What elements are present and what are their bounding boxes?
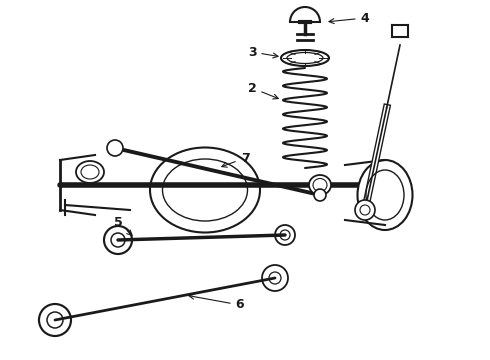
Ellipse shape	[309, 175, 331, 195]
Circle shape	[355, 200, 375, 220]
Text: 3: 3	[247, 45, 278, 58]
Ellipse shape	[281, 50, 329, 66]
Text: 5: 5	[114, 216, 132, 235]
Text: 4: 4	[329, 12, 369, 24]
Circle shape	[107, 140, 123, 156]
Ellipse shape	[358, 160, 413, 230]
Text: 7: 7	[222, 152, 249, 167]
Ellipse shape	[76, 161, 104, 183]
Ellipse shape	[150, 148, 260, 233]
Text: 2: 2	[247, 81, 278, 99]
Circle shape	[314, 189, 326, 201]
Text: 6: 6	[189, 294, 245, 311]
